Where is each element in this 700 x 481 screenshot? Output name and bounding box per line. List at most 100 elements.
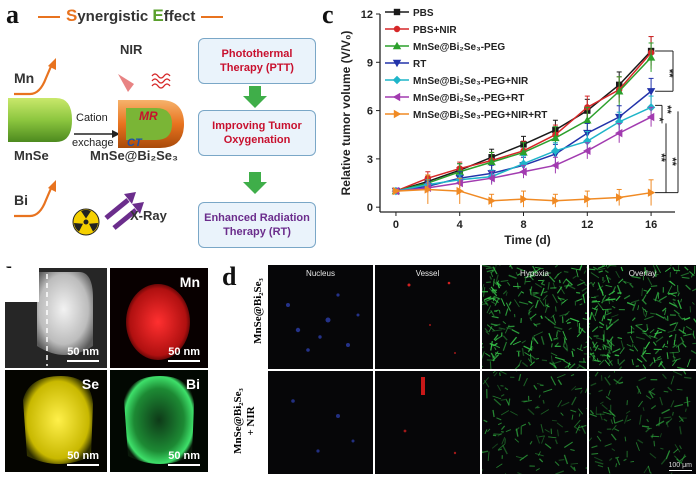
panel-d-letter: d [222, 262, 236, 292]
rt-box: Enhanced Radiation Therapy (RT) [198, 202, 316, 248]
stain-fiber [664, 317, 667, 320]
stain-fiber [534, 332, 543, 336]
data-point [551, 147, 559, 155]
stain-fiber [589, 418, 590, 422]
nucleus-stain-2 [268, 371, 373, 474]
stain-fiber [484, 380, 489, 387]
stain-fiber [563, 279, 567, 284]
stain-fiber [681, 337, 684, 342]
stain-fiber [491, 302, 494, 304]
stain-fiber [639, 377, 646, 380]
stain-fiber [660, 433, 661, 437]
stain-fiber [687, 397, 688, 407]
stain-fiber [501, 298, 504, 306]
stain-fiber [541, 288, 544, 296]
data-point [616, 193, 623, 201]
stain-fiber [552, 343, 553, 347]
stain-fiber [551, 353, 557, 356]
stain-fiber [581, 345, 582, 350]
stain-fiber [643, 365, 646, 369]
stain-fiber [636, 337, 645, 339]
stain-fiber [605, 285, 612, 286]
y-tick-label: 6 [367, 106, 373, 118]
stain-fiber [488, 451, 489, 460]
stain-fiber [541, 316, 542, 319]
stain-fiber [673, 412, 674, 416]
stain-fiber [591, 383, 596, 385]
stain-fiber [683, 334, 691, 336]
stain-fiber [525, 352, 530, 355]
stain-fiber [643, 294, 646, 300]
product-label: MnSe@Bi₂Se₃ [90, 148, 178, 163]
stain-fiber [543, 295, 548, 300]
stain-fiber [513, 341, 521, 344]
stain-fiber [496, 418, 501, 420]
col-hypoxia-title: Hypoxia [482, 269, 587, 278]
cation-label: Cation [76, 112, 108, 124]
stain-fiber [530, 441, 532, 444]
legend-marker-5 [393, 93, 400, 101]
stain-fiber [494, 399, 501, 405]
stain-fiber [500, 371, 506, 374]
stain-fiber [642, 331, 646, 332]
stain-fiber [613, 319, 619, 323]
stain-fiber [632, 318, 635, 321]
stain-fiber [609, 349, 611, 354]
title-line-left [38, 16, 60, 18]
stain-fiber [611, 419, 613, 424]
x-tick-label: 16 [645, 219, 657, 231]
row2-label-line2: + NIR [245, 406, 257, 435]
xray-label: X-Ray [130, 208, 167, 223]
stain-fiber [605, 377, 610, 385]
stain-fiber [607, 319, 610, 320]
stain-fiber [559, 280, 560, 283]
stain-fiber [632, 359, 633, 365]
stain-fiber [612, 349, 620, 353]
stain-fiber [557, 423, 563, 427]
stain-fiber [657, 357, 660, 359]
stain-fiber [565, 431, 569, 432]
stain-fiber [642, 300, 646, 305]
stain-fiber [503, 445, 507, 454]
tem-tile: 50 nm [5, 268, 107, 368]
stain-fiber [589, 282, 591, 288]
stain-fiber [519, 374, 521, 381]
stain-fiber [619, 367, 622, 369]
stain-fiber [691, 351, 696, 355]
stain-fiber [592, 446, 598, 448]
stain-fiber [686, 409, 687, 412]
stain-fiber [607, 324, 613, 330]
legend-marker-4 [393, 76, 401, 84]
conf-r2-nucleus [268, 371, 373, 474]
vessel-stain-2 [375, 371, 480, 474]
stain-fiber [664, 391, 669, 392]
stain-fiber [565, 299, 568, 301]
stain-fiber [593, 355, 594, 361]
stain-fiber [539, 299, 544, 306]
stain-fiber [647, 324, 648, 330]
stain-fiber [591, 454, 598, 455]
stain-fiber [618, 338, 622, 339]
conf-r1-vessel: Vessel [375, 265, 480, 369]
stain-fiber [585, 313, 587, 314]
stain-fiber [564, 442, 572, 447]
confocal-scale-bar: 100 μm [669, 462, 693, 472]
stain-fiber [595, 372, 598, 376]
stain-fiber [597, 436, 601, 441]
stain-fiber [506, 309, 508, 316]
stain-fiber [561, 402, 569, 406]
stain-fiber [660, 448, 663, 449]
stain-fiber [580, 279, 584, 281]
col-overlay-title: Overlay [589, 269, 696, 278]
stain-fiber [505, 388, 508, 390]
stain-fiber [501, 431, 504, 432]
stain-fiber [482, 299, 483, 302]
stain-fiber [482, 347, 484, 350]
stain-fiber [638, 440, 643, 443]
stain-fiber [593, 282, 595, 285]
legend-label-3: RT [413, 59, 426, 70]
stain-fiber [491, 310, 494, 316]
row2-label-line1: MnSe@Bi₂Se₃ [232, 388, 244, 454]
stain-fiber [683, 343, 687, 347]
stain-fiber [611, 315, 618, 318]
